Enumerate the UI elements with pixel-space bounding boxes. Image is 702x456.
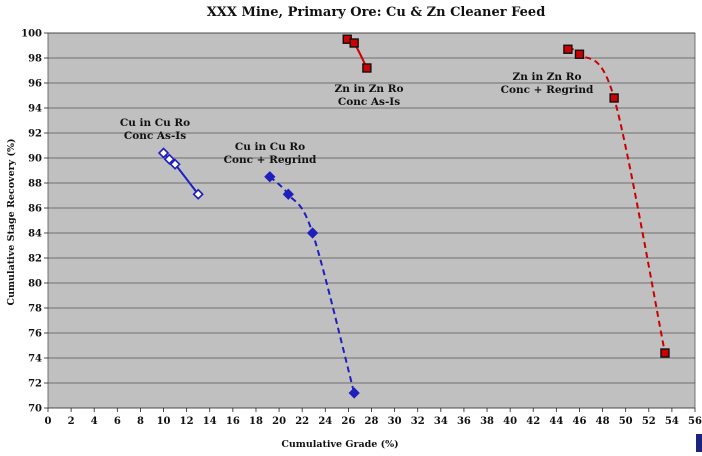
y-tick-label: 72 bbox=[28, 379, 42, 390]
x-tick-label: 30 bbox=[388, 416, 402, 427]
x-tick-label: 14 bbox=[203, 416, 217, 427]
series-1 bbox=[157, 147, 204, 200]
x-tick-label: 6 bbox=[114, 416, 121, 427]
y-tick-label: 82 bbox=[28, 254, 42, 265]
data-point bbox=[169, 158, 181, 170]
data-point bbox=[349, 38, 359, 48]
annotation-label: Cu in Cu Ro bbox=[235, 141, 305, 153]
annotation-label: Cu in Cu Ro bbox=[120, 117, 190, 129]
data-point bbox=[348, 387, 360, 399]
series-line bbox=[567, 48, 666, 354]
x-tick-label: 52 bbox=[642, 416, 656, 427]
y-tick-label: 86 bbox=[28, 204, 42, 215]
x-tick-label: 16 bbox=[226, 416, 240, 427]
data-point bbox=[563, 44, 573, 54]
data-point bbox=[609, 93, 619, 103]
annotation-label: Zn in Zn Ro bbox=[513, 71, 582, 83]
y-tick-label: 88 bbox=[28, 179, 42, 190]
y-tick-label: 70 bbox=[28, 404, 42, 415]
data-point bbox=[192, 188, 204, 200]
data-point bbox=[362, 63, 372, 73]
series-group bbox=[157, 34, 670, 399]
data-point bbox=[282, 188, 294, 200]
data-point bbox=[163, 153, 175, 165]
y-tick-label: 84 bbox=[28, 229, 42, 240]
x-tick-label: 32 bbox=[411, 416, 425, 427]
x-tick-label: 46 bbox=[573, 416, 587, 427]
plot-area bbox=[47, 32, 696, 409]
data-point bbox=[660, 348, 670, 358]
x-tick-label: 20 bbox=[272, 416, 286, 427]
x-tick-label: 26 bbox=[341, 416, 355, 427]
x-tick-label: 40 bbox=[503, 416, 517, 427]
data-point bbox=[574, 49, 585, 59]
y-tick-label: 94 bbox=[28, 104, 42, 115]
y-tick-label: 96 bbox=[28, 79, 42, 90]
x-tick-label: 10 bbox=[157, 416, 171, 427]
y-tick-label: 74 bbox=[28, 354, 42, 365]
y-tick-label: 100 bbox=[21, 29, 42, 40]
y-tick-label: 90 bbox=[28, 154, 42, 165]
x-tick-label: 34 bbox=[434, 416, 448, 427]
x-axis-label: Cumulative Grade (%) bbox=[281, 439, 398, 450]
annotation-label: Conc + Regrind bbox=[224, 154, 317, 166]
series-4 bbox=[563, 44, 670, 358]
series-line bbox=[269, 176, 356, 394]
x-tick-label: 8 bbox=[137, 416, 144, 427]
x-tick-label: 0 bbox=[45, 416, 52, 427]
x-axis-ticks: 0 2 4 6 8 10 12 14 16 18 20 22 24 26 28 30 32 34 36 38 40 42 4… bbox=[45, 408, 702, 427]
x-tick-label: 24 bbox=[318, 416, 332, 427]
x-tick-label: 42 bbox=[526, 416, 540, 427]
annotation-label: Conc As-Is bbox=[338, 96, 400, 108]
data-point bbox=[306, 227, 319, 239]
x-tick-label: 22 bbox=[295, 416, 309, 427]
y-tick-label: 92 bbox=[28, 129, 42, 140]
x-tick-label: 2 bbox=[68, 416, 75, 427]
x-tick-label: 54 bbox=[665, 416, 679, 427]
x-tick-label: 56 bbox=[688, 416, 702, 427]
data-point bbox=[157, 147, 170, 159]
annotation-label: Conc As-Is bbox=[124, 130, 186, 142]
chart-title: XXX Mine, Primary Ore: Cu & Zn Cleaner F… bbox=[207, 5, 546, 20]
y-tick-label: 78 bbox=[28, 304, 42, 315]
y-axis-ticks: 70 72 74 76 78 80 82 84 86 88 90 92 94 96 98 100 bbox=[21, 29, 48, 415]
y-tick-label: 98 bbox=[28, 54, 42, 65]
gridlines bbox=[48, 32, 695, 409]
x-tick-label: 28 bbox=[365, 416, 379, 427]
series-2 bbox=[264, 171, 360, 399]
x-tick-label: 18 bbox=[249, 416, 263, 427]
annotation-label: Zn in Zn Ro bbox=[335, 83, 404, 95]
corner-mark bbox=[696, 434, 702, 452]
series-3 bbox=[342, 34, 372, 73]
x-tick-label: 12 bbox=[180, 416, 194, 427]
data-point bbox=[264, 171, 276, 183]
x-tick-label: 38 bbox=[480, 416, 494, 427]
x-tick-label: 48 bbox=[596, 416, 610, 427]
x-tick-label: 50 bbox=[619, 416, 633, 427]
y-tick-label: 76 bbox=[28, 329, 42, 340]
y-tick-label: 80 bbox=[28, 279, 42, 290]
y-axis-label: Cumulative Stage Recovery (%) bbox=[6, 139, 17, 306]
x-tick-label: 4 bbox=[91, 416, 98, 427]
x-tick-label: 36 bbox=[457, 416, 471, 427]
annotation-label: Conc + Regrind bbox=[501, 84, 594, 96]
x-tick-label: 44 bbox=[549, 416, 563, 427]
